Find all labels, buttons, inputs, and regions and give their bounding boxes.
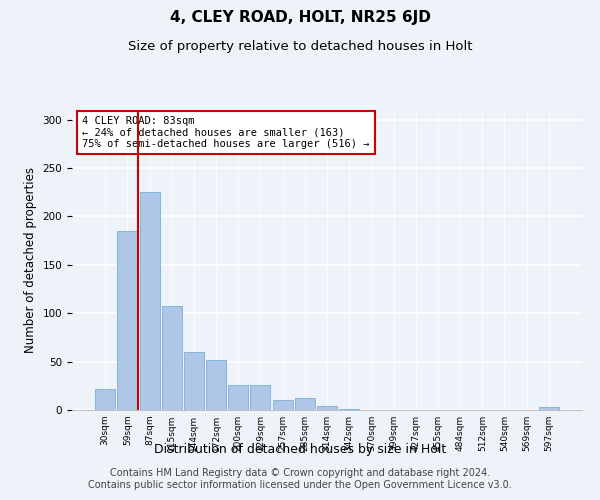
Text: Distribution of detached houses by size in Holt: Distribution of detached houses by size … [154,442,446,456]
Bar [206,360,226,410]
Bar [118,231,137,410]
Bar [228,385,248,410]
Text: Size of property relative to detached houses in Holt: Size of property relative to detached ho… [128,40,472,53]
Bar [184,352,204,410]
Bar [250,385,271,410]
Bar [295,398,315,410]
Text: Contains HM Land Registry data © Crown copyright and database right 2024.
Contai: Contains HM Land Registry data © Crown c… [88,468,512,490]
Bar [272,400,293,410]
Text: 4 CLEY ROAD: 83sqm
← 24% of detached houses are smaller (163)
75% of semi-detach: 4 CLEY ROAD: 83sqm ← 24% of detached hou… [82,116,370,149]
Bar [95,388,115,410]
Text: 4, CLEY ROAD, HOLT, NR25 6JD: 4, CLEY ROAD, HOLT, NR25 6JD [170,10,430,25]
Bar [140,192,160,410]
Bar [539,407,559,410]
Bar [317,406,337,410]
Bar [339,409,359,410]
Bar [162,306,182,410]
Y-axis label: Number of detached properties: Number of detached properties [24,167,37,353]
